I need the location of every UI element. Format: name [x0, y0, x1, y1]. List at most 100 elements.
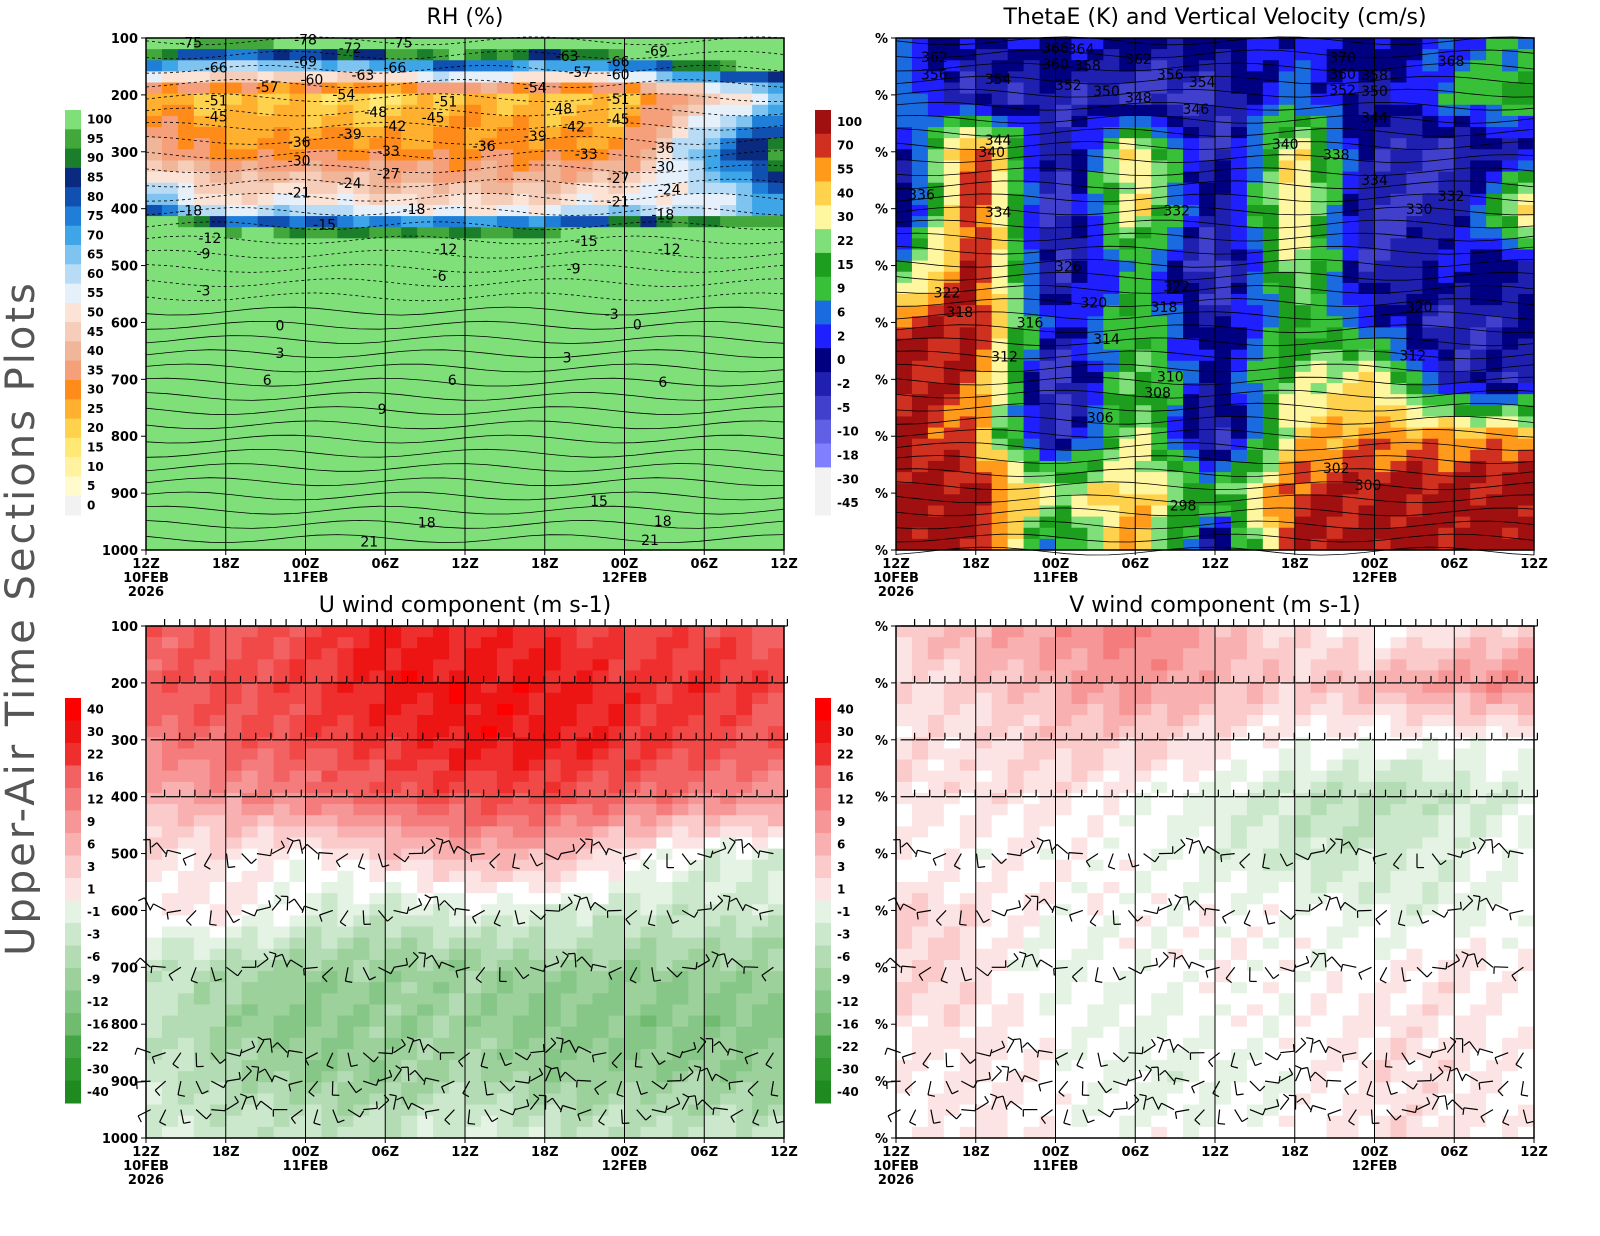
- heatmap-cell: [177, 815, 195, 827]
- heatmap-cell: [1486, 416, 1503, 429]
- heatmap-cell: [1326, 327, 1344, 340]
- heatmap-cell: [193, 383, 211, 395]
- heatmap-cell: [1502, 49, 1519, 61]
- heatmap-cell: [752, 38, 769, 50]
- heatmap-cell: [496, 249, 514, 262]
- heatmap-cell: [1023, 349, 1041, 362]
- heatmap-cell: [1454, 282, 1471, 295]
- heatmap-cell: [241, 859, 259, 872]
- heatmap-cell: [1119, 249, 1136, 262]
- heatmap-cell: [1023, 149, 1041, 162]
- heatmap-cell: [465, 670, 482, 683]
- heatmap-cell: [608, 193, 626, 206]
- heatmap-cell: [1039, 160, 1057, 173]
- heatmap-cell: [385, 327, 402, 340]
- heatmap-cell: [736, 316, 753, 328]
- heatmap-cell: [1310, 538, 1328, 551]
- heatmap-cell: [1438, 249, 1455, 262]
- heatmap-cell: [512, 249, 530, 262]
- heatmap-cell: [449, 703, 466, 716]
- heatmap-cell: [1342, 82, 1360, 95]
- heatmap-cell: [1039, 405, 1057, 418]
- heatmap-cell: [241, 703, 259, 716]
- heatmap-cell: [449, 1015, 466, 1028]
- heatmap-cell: [433, 670, 450, 683]
- y-tick-label: %: [875, 487, 888, 502]
- heatmap-cell: [768, 327, 785, 340]
- heatmap-cell: [720, 271, 737, 284]
- heatmap-cell: [496, 338, 514, 351]
- heatmap-cell: [369, 703, 386, 716]
- heatmap-cell: [528, 405, 546, 418]
- heatmap-cell: [1374, 305, 1392, 317]
- heatmap-cell: [337, 371, 354, 384]
- heatmap-cell: [257, 71, 275, 84]
- heatmap-cell: [576, 338, 594, 351]
- heatmap-cell: [512, 338, 530, 351]
- heatmap-cell: [1262, 360, 1280, 373]
- y-tick-label: 800: [111, 430, 138, 445]
- heatmap-cell: [1390, 394, 1407, 406]
- heatmap-cell: [624, 93, 642, 106]
- heatmap-cell: [736, 171, 753, 184]
- heatmap-cell: [321, 1115, 338, 1128]
- heatmap-cell: [385, 383, 402, 395]
- heatmap-cell: [896, 282, 913, 295]
- heatmap-cell: [241, 1071, 259, 1083]
- heatmap-cell: [465, 527, 482, 540]
- heatmap-cell: [704, 216, 721, 228]
- heatmap-cell: [1422, 193, 1439, 206]
- heatmap-cell: [943, 305, 961, 317]
- heatmap-cell: [465, 538, 482, 551]
- heatmap-cell: [720, 182, 737, 195]
- heatmap-cell: [161, 837, 179, 850]
- heatmap-cell: [417, 971, 434, 983]
- heatmap-cell: [1183, 383, 1200, 395]
- heatmap-cell: [241, 49, 259, 61]
- heatmap-cell: [273, 238, 291, 251]
- heatmap-cell: [1023, 516, 1041, 529]
- heatmap-cell: [321, 282, 338, 295]
- heatmap-cell: [1518, 182, 1535, 195]
- heatmap-cell: [1406, 216, 1423, 228]
- heatmap-cell: [257, 538, 275, 551]
- heatmap-cell: [1071, 416, 1088, 429]
- heatmap-cell: [752, 316, 769, 328]
- heatmap-cell: [305, 204, 323, 217]
- heatmap-cell: [672, 427, 689, 440]
- heatmap-cell: [401, 1126, 418, 1139]
- heatmap-cell: [225, 1004, 243, 1017]
- heatmap-cell: [1374, 494, 1392, 507]
- heatmap-cell: [417, 60, 434, 72]
- heatmap-cell: [449, 260, 466, 273]
- heatmap-cell: [177, 893, 195, 905]
- heatmap-cell: [1199, 249, 1216, 262]
- heatmap-cell: [465, 449, 482, 462]
- heatmap-cell: [401, 1104, 418, 1117]
- heatmap-cell: [273, 648, 291, 660]
- heatmap-cell: [1358, 271, 1376, 284]
- heatmap-cell: [1103, 104, 1120, 117]
- heatmap-cell: [417, 115, 434, 128]
- contour-label: 352: [1329, 83, 1356, 99]
- heatmap-cell: [225, 1015, 243, 1028]
- heatmap-cell: [1246, 138, 1264, 150]
- heatmap-cell: [385, 316, 402, 328]
- heatmap-cell: [512, 516, 530, 529]
- heatmap-cell: [1438, 349, 1455, 362]
- heatmap-cell: [353, 182, 370, 195]
- heatmap-cell: [465, 483, 482, 495]
- heatmap-cell: [449, 527, 466, 540]
- heatmap-cell: [1135, 394, 1152, 406]
- heatmap-cell: [736, 383, 753, 395]
- heatmap-cell: [1215, 238, 1232, 251]
- heatmap-cell: [1230, 371, 1248, 384]
- heatmap-cell: [1326, 282, 1344, 295]
- heatmap-cell: [911, 216, 929, 228]
- heatmap-cell: [768, 282, 785, 295]
- heatmap-cell: [305, 770, 323, 783]
- heatmap-cell: [369, 527, 386, 540]
- heatmap-cell: [1183, 472, 1200, 484]
- heatmap-cell: [193, 394, 211, 406]
- heatmap-cell: [1342, 383, 1360, 395]
